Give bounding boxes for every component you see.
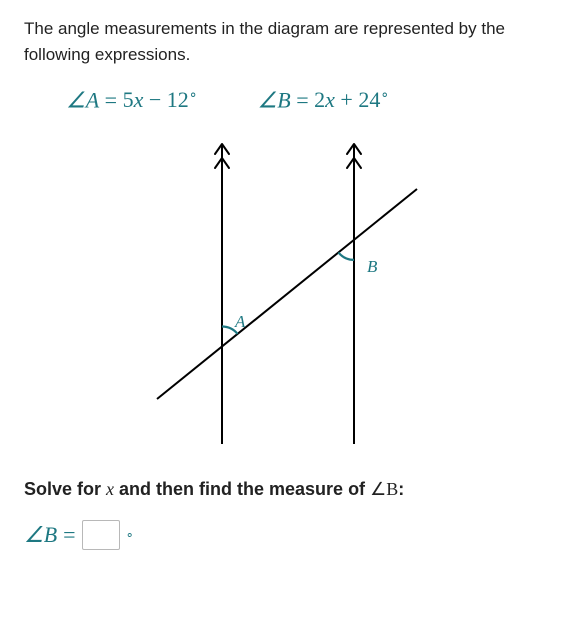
degree-symbol: ∘ [126,527,134,543]
answer-eq: = [63,522,75,548]
answer-line: ∠B = ∘ [24,520,540,550]
answer-input[interactable] [82,520,120,550]
expression-a: ∠A = 5x − 12∘ [66,87,198,113]
svg-text:A: A [234,312,246,331]
intro-text: The angle measurements in the diagram ar… [24,16,540,67]
angle-expressions: ∠A = 5x − 12∘ ∠B = 2x + 24∘ [24,87,540,113]
solve-prompt: Solve for x and then find the measure of… [24,479,540,500]
expression-b: ∠B = 2x + 24∘ [258,87,390,113]
answer-lhs: ∠B [24,522,57,548]
svg-text:B: B [367,257,378,276]
geometry-diagram: AB [117,129,447,459]
